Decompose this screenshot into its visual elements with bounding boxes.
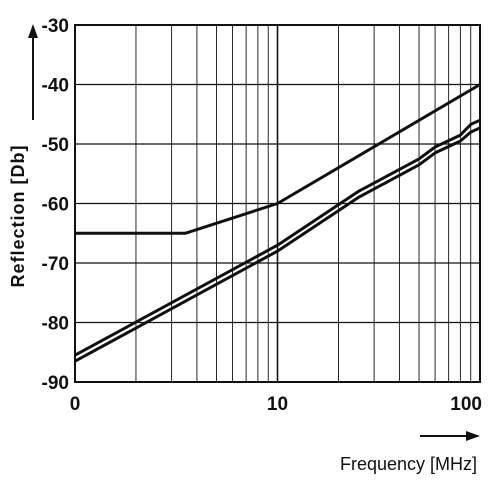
x-tick-labels: 0 10 100	[70, 394, 482, 415]
y-tick-label: -80	[42, 314, 69, 335]
y-tick-label: -70	[42, 254, 69, 275]
y-tick-labels: -30 -40 -50 -60 -70 -80 -90	[42, 16, 69, 394]
x-axis-title: Frequency [MHz]	[340, 454, 477, 474]
y-tick-label: -50	[42, 135, 69, 156]
x-tick-label: 100	[450, 394, 482, 415]
x-tick-label: 10	[267, 394, 288, 415]
plot-frame	[74, 24, 481, 383]
series-line	[75, 83, 481, 235]
y-axis-arrow-head	[28, 24, 38, 38]
x-axis-arrow-head	[466, 431, 480, 441]
y-axis-title: Reflection [Db]	[8, 145, 28, 288]
series-lines	[74, 83, 481, 363]
y-tick-label: -90	[42, 373, 69, 394]
series-line	[74, 126, 481, 363]
y-tick-label: -40	[42, 76, 69, 97]
y-tick-label: -30	[42, 16, 69, 37]
y-tick-label: -60	[42, 195, 69, 216]
series-line	[74, 118, 481, 357]
x-tick-label: 0	[70, 394, 81, 415]
